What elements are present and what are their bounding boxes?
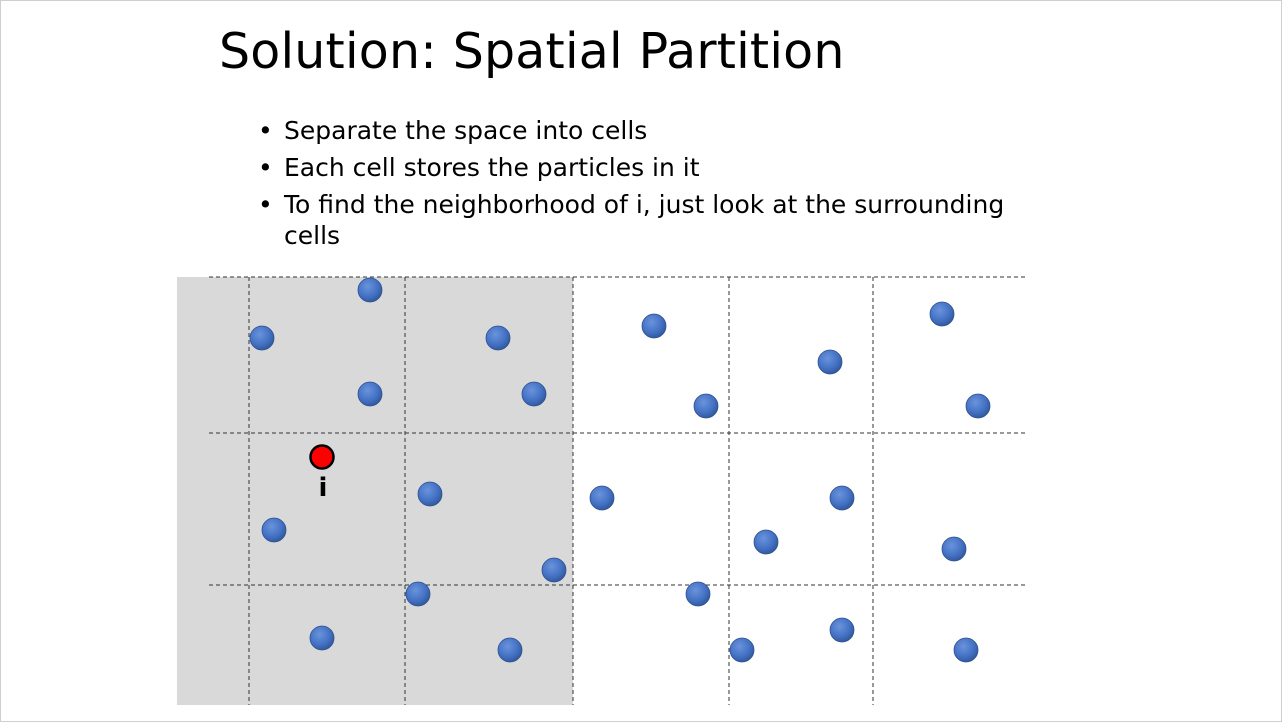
particle bbox=[753, 529, 779, 555]
particle bbox=[589, 485, 615, 511]
query-particle bbox=[309, 444, 335, 470]
particle bbox=[497, 637, 523, 663]
bullet-item: To find the neighborhood of i, just look… bbox=[256, 189, 1056, 251]
particle bbox=[953, 637, 979, 663]
particle bbox=[541, 557, 567, 583]
particle bbox=[729, 637, 755, 663]
particle bbox=[249, 325, 275, 351]
slide-title: Solution: Spatial Partition bbox=[219, 23, 845, 80]
particle bbox=[405, 581, 431, 607]
bullet-item: Each cell stores the particles in it bbox=[256, 152, 1056, 183]
particle bbox=[641, 313, 667, 339]
particle bbox=[685, 581, 711, 607]
particle bbox=[817, 349, 843, 375]
particle bbox=[693, 393, 719, 419]
particle bbox=[485, 325, 511, 351]
particle bbox=[929, 301, 955, 327]
particle bbox=[829, 617, 855, 643]
bullet-list: Separate the space into cells Each cell … bbox=[256, 115, 1056, 257]
particle bbox=[829, 485, 855, 511]
particle bbox=[309, 625, 335, 651]
particle bbox=[965, 393, 991, 419]
particle bbox=[941, 536, 967, 562]
particle bbox=[357, 381, 383, 407]
query-particle-label: i bbox=[319, 473, 328, 503]
particle bbox=[417, 481, 443, 507]
particle bbox=[521, 381, 547, 407]
bullet-item: Separate the space into cells bbox=[256, 115, 1056, 146]
particle bbox=[261, 517, 287, 543]
particle bbox=[357, 277, 383, 303]
neighborhood-highlight bbox=[177, 277, 573, 705]
